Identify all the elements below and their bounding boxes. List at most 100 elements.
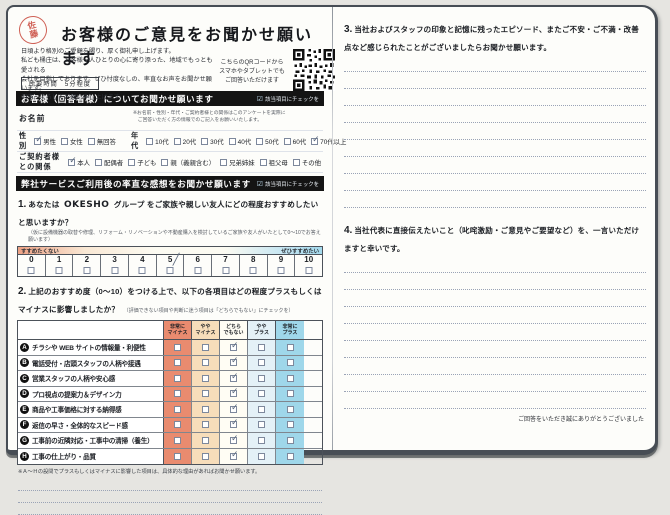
checkbox[interactable]: ✓ xyxy=(230,448,239,460)
checkbox[interactable] xyxy=(202,374,209,382)
checkbox[interactable] xyxy=(128,158,136,166)
checkbox[interactable] xyxy=(174,452,181,460)
relation-option-child[interactable]: 子ども xyxy=(128,158,156,167)
checkbox[interactable] xyxy=(146,137,154,145)
checkbox[interactable] xyxy=(258,436,265,444)
checkbox[interactable] xyxy=(258,359,265,367)
checkbox[interactable] xyxy=(256,137,264,145)
rating-cell[interactable] xyxy=(276,417,304,432)
checkbox[interactable] xyxy=(202,359,209,367)
nps-cell-4[interactable]: 4 xyxy=(129,255,157,276)
checkbox[interactable] xyxy=(277,267,285,274)
gender-option-female[interactable]: 女性 xyxy=(60,137,83,146)
answer-line[interactable] xyxy=(344,123,646,140)
checkbox[interactable]: ✓ xyxy=(230,339,239,351)
answer-line[interactable] xyxy=(344,392,646,409)
nps-cell-5[interactable]: 5 ╱ xyxy=(157,254,185,276)
checkbox[interactable] xyxy=(174,421,181,429)
nps-cell-7[interactable]: 7 xyxy=(212,255,240,276)
rating-cell[interactable] xyxy=(248,433,276,448)
checkbox[interactable]: ✓ xyxy=(34,133,43,145)
checkbox[interactable] xyxy=(95,158,103,166)
rating-cell[interactable] xyxy=(164,448,192,464)
checkbox[interactable] xyxy=(292,158,300,166)
age-option-40s[interactable]: 40代 xyxy=(228,137,251,146)
checkbox[interactable]: ✓ xyxy=(230,355,239,367)
checkbox[interactable] xyxy=(174,359,181,367)
rating-cell[interactable] xyxy=(276,448,304,464)
checkbox[interactable] xyxy=(249,267,257,274)
rating-cell[interactable] xyxy=(248,371,276,386)
rating-cell[interactable]: ✓ xyxy=(220,371,248,386)
checkbox[interactable] xyxy=(286,436,294,444)
checkbox[interactable] xyxy=(174,374,181,382)
checkbox[interactable] xyxy=(286,343,294,351)
nps-cell-0[interactable]: 0 xyxy=(18,255,46,276)
nps-cell-9[interactable]: 9 xyxy=(268,255,296,276)
rating-cell[interactable] xyxy=(192,417,220,432)
answer-line[interactable] xyxy=(344,273,646,290)
rating-cell[interactable] xyxy=(192,340,220,355)
rating-cell[interactable]: ✓ xyxy=(220,417,248,432)
checkbox[interactable] xyxy=(286,374,294,382)
age-option-20s[interactable]: 20代 xyxy=(173,137,196,146)
nps-cell-3[interactable]: 3 xyxy=(101,255,129,276)
nps-cell-10[interactable]: 10 xyxy=(295,255,322,276)
answer-line[interactable] xyxy=(344,324,646,341)
rating-cell[interactable] xyxy=(276,371,304,386)
checkbox[interactable] xyxy=(194,267,202,274)
checkbox[interactable]: ✓ xyxy=(68,154,77,166)
checkbox[interactable] xyxy=(161,158,169,166)
relation-option-grandparent[interactable]: 祖父母 xyxy=(259,158,288,167)
rating-cell[interactable] xyxy=(276,402,304,417)
rating-cell[interactable] xyxy=(276,433,304,448)
nps-cell-6[interactable]: 6 xyxy=(184,255,213,276)
checkbox[interactable] xyxy=(258,452,265,460)
relation-option-other[interactable]: その他 xyxy=(292,158,321,167)
checkbox[interactable] xyxy=(286,390,294,398)
answer-line[interactable] xyxy=(344,290,646,307)
checkbox[interactable] xyxy=(202,421,209,429)
rating-cell[interactable] xyxy=(192,448,220,464)
checkbox[interactable] xyxy=(202,390,209,398)
checkbox[interactable] xyxy=(258,405,265,413)
rating-cell[interactable] xyxy=(164,340,192,355)
answer-line[interactable] xyxy=(344,341,646,358)
rating-cell[interactable] xyxy=(192,433,220,448)
rating-cell[interactable] xyxy=(192,402,220,417)
rating-cell[interactable]: ✓ xyxy=(220,433,248,448)
age-option-30s[interactable]: 30代 xyxy=(201,137,224,146)
checkbox[interactable] xyxy=(305,267,313,274)
checkbox[interactable] xyxy=(60,137,68,145)
rating-cell[interactable] xyxy=(248,355,276,370)
checkbox[interactable] xyxy=(286,452,294,460)
rating-cell[interactable] xyxy=(248,402,276,417)
age-option-50s[interactable]: 50代 xyxy=(256,137,279,146)
rating-cell[interactable] xyxy=(248,386,276,401)
answer-line[interactable] xyxy=(344,174,646,191)
checkbox[interactable]: ✓ xyxy=(230,432,239,444)
checkbox[interactable] xyxy=(258,421,265,429)
answer-line[interactable] xyxy=(18,503,322,515)
answer-line[interactable] xyxy=(344,140,646,157)
checkbox[interactable] xyxy=(87,137,95,145)
checkbox[interactable]: ✓ xyxy=(230,370,239,382)
checkbox[interactable]: ✓ xyxy=(311,133,320,145)
rating-cell[interactable] xyxy=(164,417,192,432)
checkbox[interactable] xyxy=(202,405,209,413)
rating-cell[interactable] xyxy=(276,355,304,370)
checkbox[interactable] xyxy=(202,452,209,460)
rating-cell[interactable] xyxy=(192,371,220,386)
checkbox[interactable] xyxy=(259,158,267,166)
rating-cell[interactable]: ✓ xyxy=(220,386,248,401)
rating-cell[interactable] xyxy=(192,355,220,370)
relation-option-sibling[interactable]: 兄弟姉妹 xyxy=(220,158,255,167)
checkbox[interactable] xyxy=(283,137,291,145)
rating-cell[interactable] xyxy=(248,417,276,432)
nps-cell-2[interactable]: 2 xyxy=(73,255,102,276)
answer-line[interactable] xyxy=(344,375,646,392)
answer-line[interactable] xyxy=(344,157,646,174)
relation-option-spouse[interactable]: 配偶者 xyxy=(95,158,123,167)
rating-cell[interactable] xyxy=(276,340,304,355)
gender-option-male[interactable]: ✓ 男性 xyxy=(34,133,56,146)
